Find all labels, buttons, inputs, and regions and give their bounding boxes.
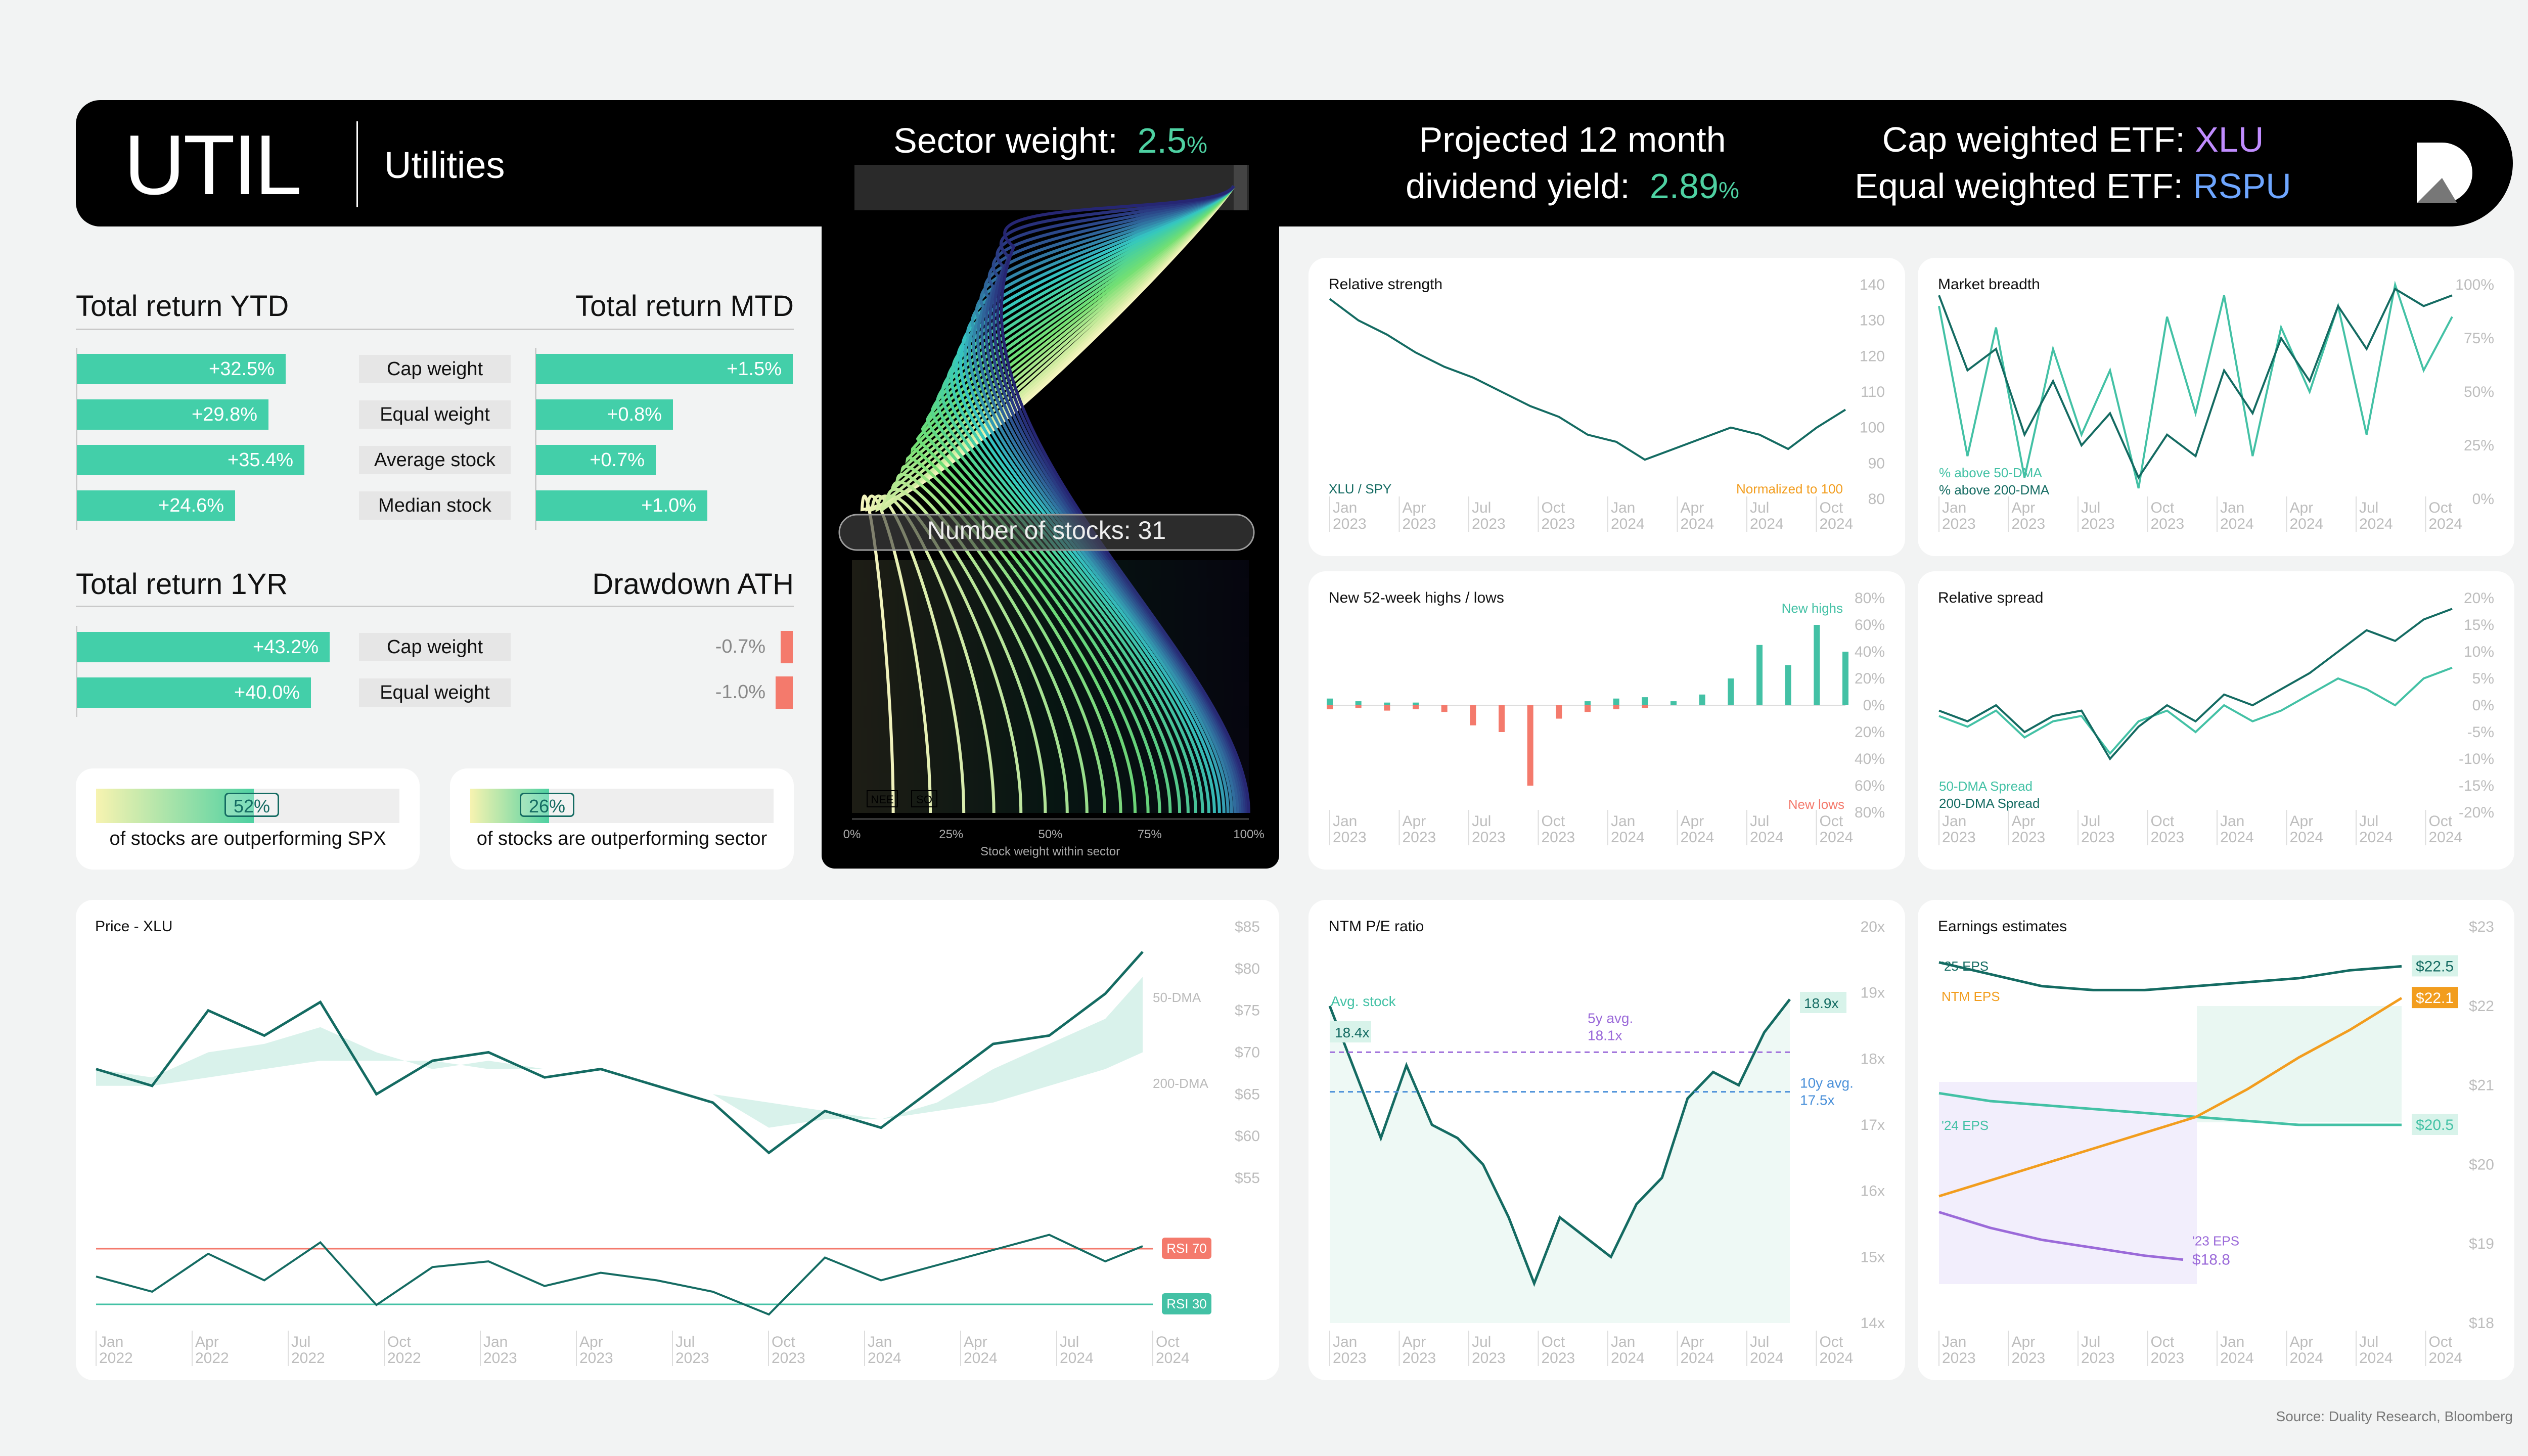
sector-weight-unit: % bbox=[1186, 131, 1207, 158]
mtd-bar: +0.7% bbox=[536, 445, 656, 475]
drawdown-bar bbox=[781, 631, 793, 663]
mtd-title: Total return MTD bbox=[575, 290, 794, 323]
return-row-label: Equal weight bbox=[359, 400, 511, 429]
yr-title: Total return 1YR bbox=[76, 568, 288, 601]
top-stock-1: NEE bbox=[871, 793, 893, 806]
cap-etf-value: XLU bbox=[2195, 120, 2264, 159]
ytd-title: Total return YTD bbox=[76, 290, 289, 323]
ytd-bar: +29.8% bbox=[77, 399, 268, 430]
yr-row-label: Equal weight bbox=[359, 678, 511, 707]
ytd-axis bbox=[76, 348, 77, 530]
header-bar bbox=[76, 100, 2513, 226]
sector-weight-value: 2.5 bbox=[1137, 121, 1187, 160]
stock-weight-chart: Number of stocks: 31 NEE SO 0% 25% 50% 75% 1… bbox=[838, 185, 1265, 858]
outperform-pct: 26% bbox=[520, 793, 574, 817]
sector-name: Utilities bbox=[384, 144, 505, 186]
top-stock-box-1 bbox=[867, 790, 898, 807]
top-stock-2: SO bbox=[916, 793, 932, 806]
sector-weight-bar-fill bbox=[1234, 165, 1247, 210]
yr-bar: +43.2% bbox=[77, 632, 330, 662]
mtd-axis bbox=[535, 348, 536, 530]
stock-count-label: Number of stocks: 31 bbox=[927, 516, 1166, 544]
eq-etf-label: Equal weighted ETF: bbox=[1855, 166, 2183, 206]
return-row-label: Cap weight bbox=[359, 355, 511, 383]
outperform-fill bbox=[470, 789, 549, 823]
pe-panel bbox=[1308, 900, 1905, 1380]
return-row-label: Average stock bbox=[359, 446, 511, 474]
stock-weight-xtick: 100% bbox=[1233, 828, 1264, 841]
eq-etf-value: RSPU bbox=[2193, 166, 2291, 206]
ytd-rule bbox=[76, 329, 794, 330]
yield-line2: dividend yield: 2.89% bbox=[1406, 163, 1739, 213]
stock-weight-xtick: 50% bbox=[1038, 828, 1062, 841]
source-note: Source: Duality Research, Bloomberg bbox=[2276, 1408, 2513, 1424]
stock-weight-area bbox=[852, 560, 1249, 813]
outperform-pct: 52% bbox=[224, 793, 279, 817]
relative-strength-panel bbox=[1308, 258, 1905, 556]
stock-weight-xlabel: Stock weight within sector bbox=[980, 845, 1120, 858]
stock-count-pill bbox=[838, 514, 1255, 551]
sector-weight-title: Sector weight: 2.5% bbox=[822, 120, 1279, 161]
drawdown-bar bbox=[776, 676, 793, 709]
yr-bar: +40.0% bbox=[77, 677, 311, 708]
ytd-bar: +32.5% bbox=[77, 354, 286, 384]
earnings-panel bbox=[1918, 900, 2514, 1380]
price-panel bbox=[76, 900, 1279, 1380]
yield-unit: % bbox=[1718, 177, 1739, 203]
yield-label: dividend yield: bbox=[1406, 166, 1630, 206]
ytd-bar: +35.4% bbox=[77, 445, 304, 475]
header-divider bbox=[356, 121, 358, 207]
yield-value: 2.89 bbox=[1649, 166, 1719, 206]
stock-weight-axis: 0% 25% 50% 75% 100% bbox=[843, 818, 1265, 841]
drawdown-value: -0.7% bbox=[715, 636, 765, 657]
dd-title: Drawdown ATH bbox=[592, 568, 794, 601]
return-row-label: Median stock bbox=[359, 491, 511, 520]
cap-etf-label: Cap weighted ETF: bbox=[1882, 120, 2185, 159]
yr-axis bbox=[76, 626, 77, 717]
yr-row-label: Cap weight bbox=[359, 633, 511, 661]
relative-spread-panel bbox=[1918, 571, 2514, 870]
eq-etf-line: Equal weighted ETF: RSPU bbox=[1840, 163, 2306, 209]
top-stock-box-2 bbox=[911, 790, 937, 807]
market-breadth-panel bbox=[1918, 258, 2514, 556]
stock-weight-xtick: 0% bbox=[843, 828, 861, 841]
mtd-bar: +0.8% bbox=[536, 399, 673, 430]
etf-block: Cap weighted ETF: XLU Equal weighted ETF… bbox=[1840, 116, 2306, 209]
yr-rule bbox=[76, 606, 794, 607]
sector-ticker: UTIL bbox=[124, 117, 302, 212]
stock-weight-xtick: 75% bbox=[1138, 828, 1162, 841]
yield-line1: Projected 12 month bbox=[1419, 120, 1726, 159]
highs-lows-panel bbox=[1308, 571, 1905, 870]
stock-weight-xtick: 25% bbox=[939, 828, 963, 841]
drawdown-value: -1.0% bbox=[715, 681, 765, 703]
outperform-text: of stocks are outperforming sector bbox=[476, 828, 768, 849]
ytd-bar: +24.6% bbox=[77, 490, 235, 521]
cap-etf-line: Cap weighted ETF: XLU bbox=[1840, 116, 2306, 163]
mtd-bar: +1.5% bbox=[536, 354, 793, 384]
sector-weight-label: Sector weight: bbox=[893, 121, 1118, 160]
dividend-yield-block: Projected 12 month dividend yield: 2.89% bbox=[1406, 116, 1739, 213]
stock-weight-fan bbox=[852, 185, 1250, 813]
duality-logo-icon bbox=[2417, 143, 2472, 203]
outperform-text: of stocks are outperforming SPX bbox=[109, 828, 386, 849]
mtd-bar: +1.0% bbox=[536, 490, 707, 521]
